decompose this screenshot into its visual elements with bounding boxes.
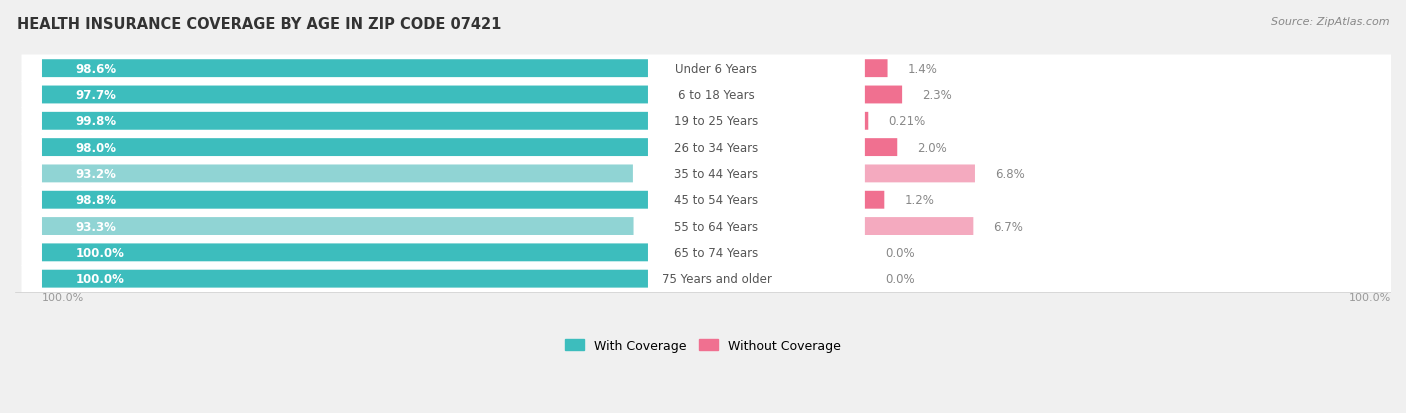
FancyBboxPatch shape: [648, 215, 785, 238]
FancyBboxPatch shape: [42, 191, 668, 209]
Text: 99.8%: 99.8%: [76, 115, 117, 128]
Text: 6 to 18 Years: 6 to 18 Years: [678, 89, 755, 102]
FancyBboxPatch shape: [648, 242, 785, 264]
FancyBboxPatch shape: [648, 84, 785, 107]
Text: 45 to 54 Years: 45 to 54 Years: [675, 194, 759, 207]
FancyBboxPatch shape: [648, 189, 785, 211]
Text: 98.0%: 98.0%: [76, 141, 117, 154]
FancyBboxPatch shape: [21, 239, 1406, 266]
FancyBboxPatch shape: [648, 136, 785, 159]
Text: 0.0%: 0.0%: [886, 273, 915, 285]
FancyBboxPatch shape: [865, 191, 884, 209]
Text: 35 to 44 Years: 35 to 44 Years: [675, 168, 759, 180]
Text: 97.7%: 97.7%: [76, 89, 117, 102]
FancyBboxPatch shape: [42, 113, 675, 131]
Text: 100.0%: 100.0%: [76, 246, 125, 259]
FancyBboxPatch shape: [42, 165, 633, 183]
FancyBboxPatch shape: [42, 86, 661, 104]
Text: 93.3%: 93.3%: [76, 220, 117, 233]
Text: 55 to 64 Years: 55 to 64 Years: [675, 220, 759, 233]
Text: Under 6 Years: Under 6 Years: [675, 62, 758, 76]
Text: 100.0%: 100.0%: [42, 292, 84, 302]
FancyBboxPatch shape: [865, 139, 897, 157]
FancyBboxPatch shape: [865, 165, 974, 183]
Text: 1.4%: 1.4%: [908, 62, 938, 76]
Text: 98.8%: 98.8%: [76, 194, 117, 207]
FancyBboxPatch shape: [21, 187, 1406, 214]
FancyBboxPatch shape: [865, 60, 887, 78]
Text: 65 to 74 Years: 65 to 74 Years: [675, 246, 759, 259]
Legend: With Coverage, Without Coverage: With Coverage, Without Coverage: [561, 334, 845, 357]
FancyBboxPatch shape: [21, 82, 1406, 109]
Text: 2.3%: 2.3%: [922, 89, 952, 102]
FancyBboxPatch shape: [865, 218, 973, 235]
FancyBboxPatch shape: [21, 213, 1406, 240]
FancyBboxPatch shape: [42, 244, 676, 262]
FancyBboxPatch shape: [865, 86, 903, 104]
FancyBboxPatch shape: [21, 108, 1406, 135]
Text: 100.0%: 100.0%: [1348, 292, 1391, 302]
Text: 0.0%: 0.0%: [886, 246, 915, 259]
Text: 26 to 34 Years: 26 to 34 Years: [675, 141, 759, 154]
Text: 6.8%: 6.8%: [995, 168, 1025, 180]
FancyBboxPatch shape: [648, 268, 785, 290]
FancyBboxPatch shape: [865, 113, 869, 131]
Text: 98.6%: 98.6%: [76, 62, 117, 76]
FancyBboxPatch shape: [21, 55, 1406, 83]
Text: 0.21%: 0.21%: [889, 115, 925, 128]
Text: 6.7%: 6.7%: [994, 220, 1024, 233]
FancyBboxPatch shape: [42, 270, 676, 288]
FancyBboxPatch shape: [648, 110, 785, 133]
FancyBboxPatch shape: [21, 265, 1406, 293]
FancyBboxPatch shape: [42, 60, 666, 78]
Text: 1.2%: 1.2%: [904, 194, 935, 207]
FancyBboxPatch shape: [648, 58, 785, 80]
Text: 100.0%: 100.0%: [76, 273, 125, 285]
FancyBboxPatch shape: [21, 134, 1406, 161]
FancyBboxPatch shape: [648, 163, 785, 185]
Text: 75 Years and older: 75 Years and older: [662, 273, 772, 285]
FancyBboxPatch shape: [42, 139, 664, 157]
Text: HEALTH INSURANCE COVERAGE BY AGE IN ZIP CODE 07421: HEALTH INSURANCE COVERAGE BY AGE IN ZIP …: [17, 17, 502, 31]
Text: 93.2%: 93.2%: [76, 168, 117, 180]
Text: Source: ZipAtlas.com: Source: ZipAtlas.com: [1271, 17, 1389, 26]
FancyBboxPatch shape: [21, 160, 1406, 188]
FancyBboxPatch shape: [42, 218, 634, 235]
Text: 19 to 25 Years: 19 to 25 Years: [675, 115, 759, 128]
Text: 2.0%: 2.0%: [918, 141, 948, 154]
